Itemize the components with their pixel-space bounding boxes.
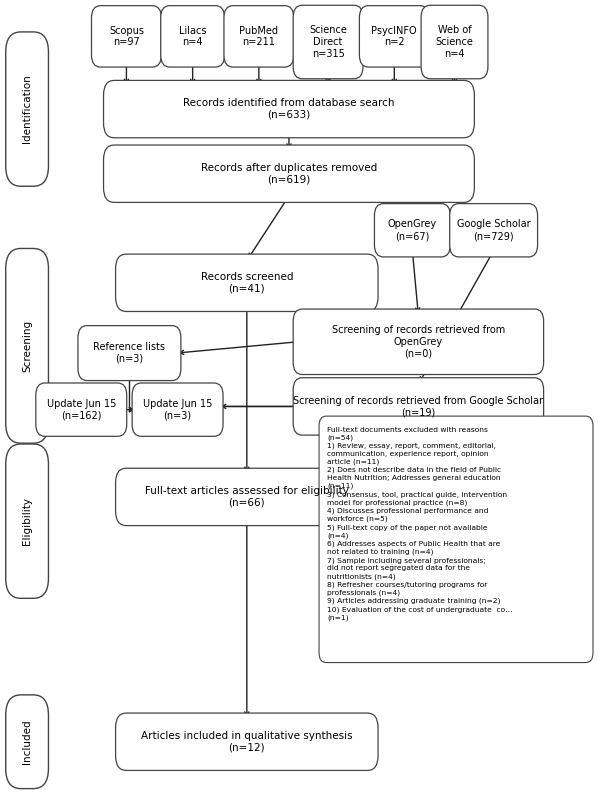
FancyBboxPatch shape — [78, 326, 181, 381]
Text: Eligibility: Eligibility — [22, 497, 32, 545]
Text: Records screened
(n=41): Records screened (n=41) — [200, 272, 293, 293]
FancyBboxPatch shape — [293, 378, 544, 435]
FancyBboxPatch shape — [36, 383, 127, 436]
Text: OpenGrey
(n=67): OpenGrey (n=67) — [388, 220, 437, 241]
FancyBboxPatch shape — [5, 249, 48, 443]
FancyBboxPatch shape — [116, 254, 378, 311]
Text: Records after duplicates removed
(n=619): Records after duplicates removed (n=619) — [201, 163, 377, 184]
Text: Reference lists
(n=3): Reference lists (n=3) — [93, 343, 166, 364]
Text: Included: Included — [22, 719, 32, 764]
FancyBboxPatch shape — [450, 204, 538, 257]
FancyBboxPatch shape — [293, 6, 363, 78]
Text: Update Jun 15
(n=162): Update Jun 15 (n=162) — [46, 399, 116, 420]
FancyBboxPatch shape — [224, 6, 294, 67]
Text: Scopus
n=97: Scopus n=97 — [109, 26, 144, 47]
Text: PsycINFO
n=2: PsycINFO n=2 — [371, 26, 417, 47]
FancyBboxPatch shape — [116, 713, 378, 771]
Text: Web of
Science
n=4: Web of Science n=4 — [436, 25, 473, 59]
FancyBboxPatch shape — [132, 383, 223, 436]
Text: Science
Direct
n=315: Science Direct n=315 — [309, 25, 347, 59]
Text: Records identified from database search
(n=633): Records identified from database search … — [183, 99, 395, 120]
FancyBboxPatch shape — [359, 6, 429, 67]
FancyBboxPatch shape — [5, 444, 48, 598]
FancyBboxPatch shape — [5, 695, 48, 789]
FancyBboxPatch shape — [421, 6, 488, 78]
Text: Google Scholar
(n=729): Google Scholar (n=729) — [457, 220, 530, 241]
FancyBboxPatch shape — [374, 204, 450, 257]
FancyBboxPatch shape — [293, 309, 544, 375]
Text: Identification: Identification — [22, 74, 32, 144]
FancyBboxPatch shape — [5, 32, 48, 187]
FancyBboxPatch shape — [319, 416, 593, 663]
Text: Screening of records retrieved from
OpenGrey
(n=0): Screening of records retrieved from Open… — [332, 325, 505, 359]
FancyBboxPatch shape — [104, 145, 474, 202]
FancyBboxPatch shape — [104, 80, 474, 137]
Text: Full-text articles assessed for eligibility
(n=66): Full-text articles assessed for eligibil… — [145, 486, 349, 507]
Text: Screening: Screening — [22, 320, 32, 372]
FancyBboxPatch shape — [116, 468, 378, 526]
Text: Full-text documents excluded with reasons
(n=54)
1) Review, essay, report, comme: Full-text documents excluded with reason… — [327, 427, 512, 621]
FancyBboxPatch shape — [161, 6, 225, 67]
Text: Lilacs
n=4: Lilacs n=4 — [179, 26, 206, 47]
FancyBboxPatch shape — [92, 6, 161, 67]
Text: PubMed
n=211: PubMed n=211 — [240, 26, 278, 47]
Text: Update Jun 15
(n=3): Update Jun 15 (n=3) — [143, 399, 213, 420]
Text: Articles included in qualitative synthesis
(n=12): Articles included in qualitative synthes… — [141, 731, 353, 752]
Text: Screening of records retrieved from Google Scholar
(n=19): Screening of records retrieved from Goog… — [293, 396, 544, 417]
